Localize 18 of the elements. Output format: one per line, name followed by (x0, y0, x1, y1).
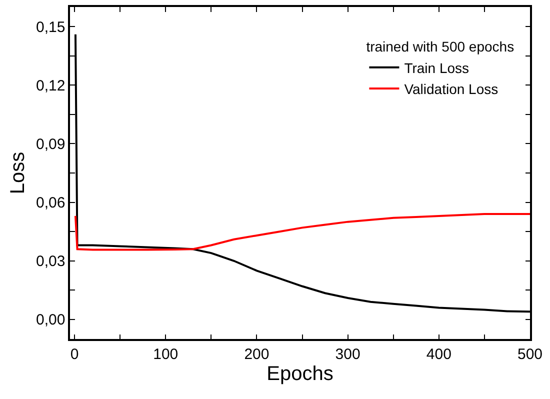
y-tick-label: 0,15 (36, 18, 66, 36)
y-tick-label: 0,06 (36, 194, 66, 212)
y-tick-label: 0,12 (36, 77, 66, 94)
line-series (74, 213, 530, 251)
x-tick-label: 0 (70, 346, 79, 363)
y-tick-label: 0,00 (36, 312, 66, 329)
x-tick-label: 400 (426, 346, 452, 363)
x-tick-label: 100 (153, 346, 178, 363)
y-axis-title: Loss (7, 152, 30, 194)
y-tick-label: 0,09 (36, 136, 66, 153)
legend-label: Train Loss (404, 60, 470, 76)
y-tick-label: 0,03 (36, 253, 66, 270)
x-tick-label: 500 (517, 346, 543, 363)
legend-title: trained with 500 epochs (366, 38, 514, 55)
x-tick-label: 200 (244, 346, 270, 363)
x-axis-title: Epochs (266, 362, 334, 385)
x-tick-label: 300 (335, 346, 360, 363)
legend-label: Validation Loss (404, 81, 498, 98)
